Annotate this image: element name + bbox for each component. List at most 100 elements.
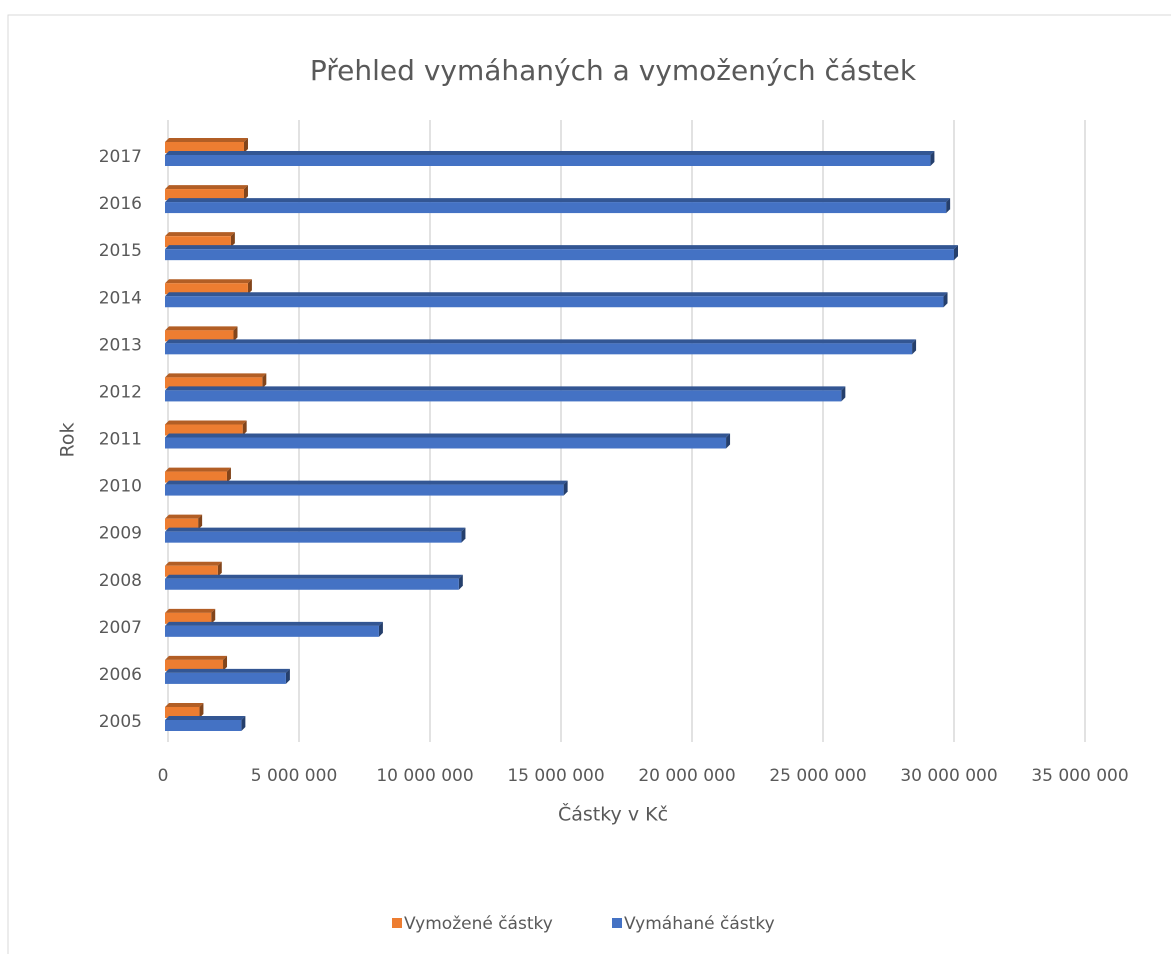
bar	[165, 608, 216, 624]
y-tick-label: 2012	[99, 382, 142, 402]
bar-face	[165, 185, 248, 190]
bar-face	[165, 471, 227, 483]
bar-face	[912, 339, 917, 355]
bar-face	[165, 232, 235, 237]
y-tick-label: 2006	[99, 665, 142, 685]
y-tick-label: 2011	[99, 430, 142, 450]
bar-face	[165, 527, 466, 532]
bar-face	[165, 292, 948, 297]
bar-face	[165, 531, 462, 543]
bar-face	[243, 185, 248, 201]
bar-face	[165, 625, 379, 637]
bar-face	[165, 467, 231, 472]
bar-face	[165, 326, 238, 331]
bar-face	[378, 621, 383, 637]
bar-face	[165, 707, 200, 718]
bar-face	[165, 236, 231, 248]
bar	[165, 339, 917, 355]
bar-face	[165, 578, 459, 590]
legend-swatch	[612, 918, 622, 928]
bar-face	[165, 433, 731, 438]
bar-face	[165, 283, 248, 295]
bar-face	[165, 151, 935, 155]
bar	[165, 326, 238, 342]
bar-face	[165, 574, 463, 579]
bar	[165, 655, 228, 671]
y-tick-label: 2008	[99, 571, 142, 591]
bar-face	[165, 655, 228, 660]
bar	[165, 420, 247, 436]
bar-face	[943, 292, 948, 308]
bar	[165, 527, 466, 543]
bar-face	[930, 151, 935, 166]
bar-face	[165, 377, 263, 389]
bar-face	[165, 484, 564, 496]
bar-face	[165, 296, 944, 308]
bar-face	[165, 249, 954, 261]
bar-face	[165, 343, 913, 355]
bar-face	[726, 433, 731, 449]
bar	[165, 514, 203, 530]
bar	[165, 279, 252, 295]
bar	[165, 467, 231, 483]
bar-face	[230, 232, 235, 248]
bar	[165, 433, 731, 449]
bar-face	[165, 612, 212, 624]
bar-face	[165, 138, 248, 142]
bar	[165, 716, 246, 731]
x-tick-label: 20 000 000	[638, 766, 735, 786]
y-axis-title: Rok	[57, 423, 79, 458]
bar-face	[165, 437, 727, 449]
x-tick-label: 5 000 000	[251, 766, 338, 786]
bar-face	[946, 198, 951, 214]
bar-face	[165, 608, 216, 613]
x-tick-label: 35 000 000	[1031, 766, 1128, 786]
bar-face	[165, 659, 224, 671]
bar-face	[217, 561, 222, 577]
bar-face	[165, 668, 290, 673]
bar	[165, 292, 948, 308]
y-tick-label: 2005	[99, 712, 142, 732]
bar	[165, 373, 267, 389]
bar-face	[165, 339, 917, 344]
bar-face	[165, 716, 246, 720]
bar-face	[841, 386, 846, 402]
bar-face	[165, 703, 204, 707]
y-tick-label: 2009	[99, 524, 142, 544]
y-tick-label: 2016	[99, 194, 142, 214]
bar-face	[199, 703, 204, 718]
chart-title: Přehled vymáhaných a vymožených částek	[310, 54, 917, 87]
bar-face	[165, 202, 947, 214]
y-tick-label: 2017	[99, 147, 142, 167]
bar-face	[165, 565, 218, 577]
bar	[165, 561, 222, 577]
bar-face	[226, 467, 231, 483]
bar-face	[165, 373, 267, 378]
bar-face	[223, 655, 228, 671]
bar-face	[165, 330, 234, 342]
bar-face	[165, 561, 222, 566]
bar-face	[461, 527, 466, 543]
bar-face	[233, 326, 238, 342]
legend-label: Vymáhané částky	[624, 914, 775, 934]
y-tick-label: 2013	[99, 335, 142, 355]
bar	[165, 185, 248, 201]
bar-face	[165, 672, 286, 684]
bar	[165, 138, 248, 153]
x-tick-label: 0	[158, 766, 169, 786]
bar	[165, 245, 958, 261]
bar-face	[242, 420, 247, 436]
bar-face	[165, 621, 383, 626]
bar-face	[262, 373, 267, 389]
bar	[165, 621, 383, 637]
bar-face	[165, 155, 931, 166]
bar-face	[165, 480, 568, 485]
bar-face	[165, 518, 199, 530]
bar-face	[165, 514, 203, 519]
bar-face	[211, 608, 216, 624]
bar-face	[165, 390, 842, 402]
bar-face	[165, 720, 242, 731]
bar-face	[165, 386, 846, 391]
bar-face	[198, 514, 203, 530]
